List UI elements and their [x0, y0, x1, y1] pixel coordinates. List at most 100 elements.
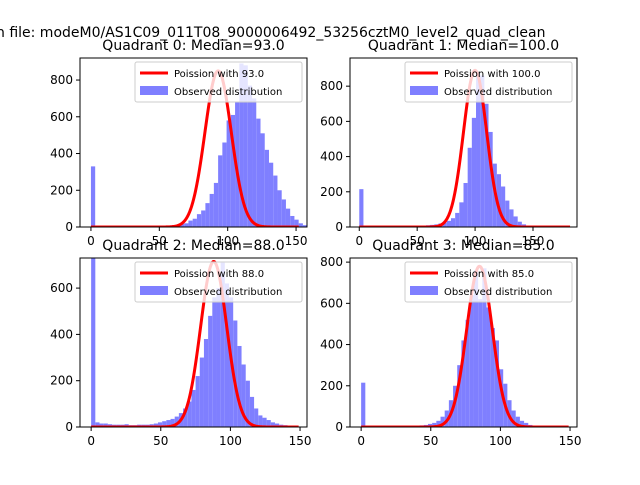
histogram-bar [361, 383, 365, 427]
histogram-bar [218, 155, 222, 227]
histogram-bar [216, 288, 220, 427]
histogram-bar [486, 307, 490, 427]
legend-label-observed: Observed distribution [444, 287, 552, 298]
y-tick-label: 200 [50, 183, 73, 197]
x-tick-label: 50 [153, 434, 168, 448]
histogram-bar [273, 176, 277, 227]
histogram-bar [254, 408, 258, 427]
histogram-bar [478, 299, 482, 427]
histogram-bar [214, 183, 218, 227]
x-tick-label: 0 [357, 434, 365, 448]
legend-label-observed: Observed distribution [174, 87, 282, 98]
y-tick-label: 200 [320, 379, 343, 393]
x-tick-label: 0 [87, 434, 95, 448]
panel-3: 0 50 100 150 0 200 400 600 800 Quadrant 3: Median… [320, 238, 581, 448]
legend-label-observed: Observed distribution [174, 287, 282, 298]
histogram-bar [188, 221, 192, 227]
histogram-bar [451, 218, 455, 227]
legend-bar-swatch [140, 286, 168, 295]
legend: Poission with 93.0 Observed distribution [135, 62, 302, 102]
y-tick-label: 0 [65, 220, 73, 234]
legend-label-poisson: Poission with 85.0 [444, 269, 534, 280]
panel-title: Quadrant 1: Median=100.0 [368, 38, 559, 54]
histogram-bar [212, 297, 216, 427]
histogram-bar [208, 316, 212, 427]
y-tick-label: 0 [335, 220, 343, 234]
y-tick-label: 800 [320, 255, 343, 269]
x-tick-label: 150 [285, 234, 308, 248]
legend-bar-swatch [410, 86, 438, 95]
x-tick-label: 0 [355, 234, 363, 248]
y-tick-label: 0 [65, 420, 73, 434]
panel-title: Quadrant 3: Median=85.0 [372, 238, 554, 254]
y-tick-label: 600 [320, 114, 343, 128]
histogram-bar [468, 148, 472, 227]
y-tick-label: 200 [320, 185, 343, 199]
histogram-bar [470, 295, 474, 427]
y-tick-label: 400 [320, 150, 343, 164]
histogram-bar [193, 219, 197, 227]
y-tick-label: 400 [320, 338, 343, 352]
histogram-bar [265, 150, 269, 227]
histogram-bar [447, 221, 451, 227]
y-tick-label: 400 [50, 327, 73, 341]
histogram-bar [282, 199, 286, 227]
legend-bar-swatch [410, 286, 438, 295]
histogram-bar [196, 376, 200, 427]
histogram-bar [464, 183, 468, 227]
x-tick-label: 150 [289, 434, 312, 448]
legend-label-poisson: Poission with 88.0 [174, 269, 264, 280]
legend: Poission with 88.0 Observed distribution [135, 262, 302, 302]
y-tick-label: 600 [50, 110, 73, 124]
x-tick-label: 50 [423, 434, 438, 448]
x-tick-label: 100 [219, 434, 242, 448]
y-tick-label: 800 [50, 73, 73, 87]
histogram-bar [286, 209, 290, 227]
histogram-bar [256, 119, 260, 227]
histogram-bar [290, 216, 294, 227]
histogram-bar [359, 189, 363, 227]
legend-bar-swatch [140, 86, 168, 95]
histogram-bar [227, 120, 231, 227]
histogram-bar [472, 118, 476, 227]
panel-title: Quadrant 0: Median=93.0 [102, 38, 284, 54]
histogram-bar [205, 203, 209, 227]
y-tick-label: 600 [320, 296, 343, 310]
legend-label-observed: Observed distribution [444, 87, 552, 98]
histogram-bar [91, 258, 95, 427]
y-tick-label: 400 [50, 147, 73, 161]
y-tick-label: 800 [320, 79, 343, 93]
histogram-bar [277, 190, 281, 227]
histogram-bar [261, 133, 265, 227]
y-tick-label: 0 [335, 420, 343, 434]
histogram-bar [237, 346, 241, 427]
histogram-bar [299, 223, 303, 227]
histogram-bar [455, 213, 459, 227]
histogram-bar [248, 86, 252, 227]
histogram-bar [201, 210, 205, 227]
histogram-bar [91, 166, 95, 227]
histogram-bar [200, 358, 204, 427]
y-tick-label: 200 [50, 374, 73, 388]
legend-label-poisson: Poission with 93.0 [174, 69, 264, 80]
y-tick-label: 600 [50, 281, 73, 295]
histogram-bar [225, 283, 229, 427]
histogram-bar [197, 214, 201, 227]
legend: Poission with 100.0 Observed distribution [405, 62, 572, 102]
x-tick-label: 100 [489, 434, 512, 448]
histogram-bar [222, 143, 226, 228]
histogram-bar [191, 390, 195, 427]
legend: Poission with 85.0 Observed distribution [405, 262, 572, 302]
histogram-bar [252, 98, 256, 227]
x-tick-label: 150 [559, 434, 582, 448]
histogram-bar [204, 339, 208, 427]
histogram-bar [184, 223, 188, 227]
legend-label-poisson: Poission with 100.0 [444, 69, 540, 80]
histogram-bar [269, 163, 273, 227]
x-tick-label: 0 [87, 234, 95, 248]
histogram-bar [459, 202, 463, 227]
histogram-bar [210, 194, 214, 227]
